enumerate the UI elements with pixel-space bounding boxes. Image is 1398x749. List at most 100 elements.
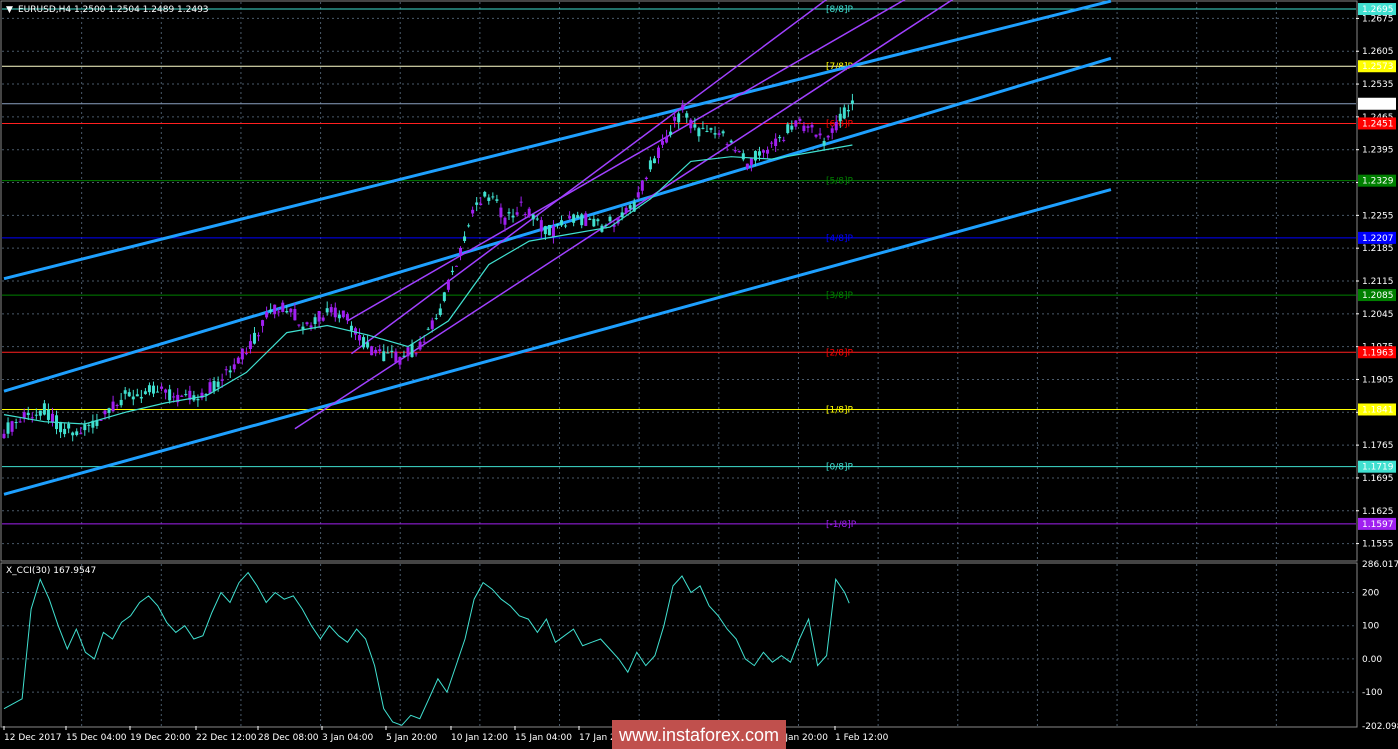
candle-body xyxy=(38,410,42,416)
candle-body xyxy=(71,432,75,436)
candle-body xyxy=(745,163,749,169)
candle-body xyxy=(616,217,620,224)
candle-body xyxy=(523,214,527,216)
candle-body xyxy=(753,151,757,161)
candle-body xyxy=(50,413,54,423)
candle-body xyxy=(228,370,232,373)
price-axis: 1.26751.26051.25351.24651.23951.23251.22… xyxy=(1356,3,1396,550)
candle-body xyxy=(677,113,681,123)
candle-body xyxy=(471,209,475,214)
candle-body xyxy=(442,292,446,301)
candle-body xyxy=(790,125,794,130)
candle-body xyxy=(438,308,442,315)
candle-body xyxy=(59,421,63,433)
time-tick-label: 10 Jan 12:00 xyxy=(451,733,508,743)
price-tick-label: 1.2255 xyxy=(1362,211,1394,221)
time-tick-label: 15 Dec 04:00 xyxy=(66,733,127,743)
candle-body xyxy=(507,212,511,214)
time-tick-label: 5 Jan 20:00 xyxy=(386,733,438,743)
candle-body xyxy=(846,109,850,112)
price-level-badge xyxy=(1358,3,1396,16)
candle-body xyxy=(115,405,119,407)
cci-axis: 286.0177 200 100 0.00 -100 -202.098 xyxy=(1362,560,1398,732)
cci-tick-label: -202.098 xyxy=(1362,722,1398,732)
candle-body xyxy=(30,417,34,419)
candle-body xyxy=(454,265,458,267)
candle-body xyxy=(604,224,608,226)
candle-body xyxy=(208,382,212,394)
time-tick-label: 17 Jan 20:00 xyxy=(579,733,636,743)
candle-body xyxy=(426,328,430,330)
candle-body xyxy=(794,120,798,127)
candle-body xyxy=(265,312,269,318)
candle-body xyxy=(151,385,155,394)
candle-body xyxy=(301,326,305,330)
candle-body xyxy=(822,140,826,146)
candle-body xyxy=(551,226,555,237)
candle-body xyxy=(103,410,107,415)
cci-caption: X_CCI(30) 167.9547 xyxy=(6,566,96,576)
candle-body xyxy=(693,124,697,128)
candle-body xyxy=(269,309,273,312)
price-level-badge xyxy=(1358,231,1396,244)
price-tick-label: 1.2535 xyxy=(1362,80,1394,90)
candles xyxy=(2,93,854,442)
price-tick-label: 1.2185 xyxy=(1362,244,1394,254)
candle-body xyxy=(648,160,652,170)
level-label: [5/8]P xyxy=(826,177,854,187)
candle-body xyxy=(782,139,786,141)
price-tick-label: 1.1695 xyxy=(1362,474,1394,484)
candle-body xyxy=(628,205,632,209)
candle-body xyxy=(42,403,46,415)
candle-body xyxy=(398,356,402,365)
candle-body xyxy=(119,399,123,406)
candle-body xyxy=(531,214,535,220)
candle-body xyxy=(560,220,564,226)
ma-line xyxy=(3,144,853,425)
price-tick-label: 1.2675 xyxy=(1362,14,1394,24)
price-level-badge-text: 1.2207 xyxy=(1362,234,1394,244)
candle-body xyxy=(572,214,576,223)
candle-body xyxy=(705,130,709,132)
candle-body xyxy=(240,348,244,360)
candle-body xyxy=(366,342,370,348)
candle-body xyxy=(834,121,838,131)
candle-body xyxy=(499,207,503,218)
candle-body xyxy=(232,364,236,370)
candle-body xyxy=(362,337,366,348)
candle-body xyxy=(547,224,551,236)
time-tick-label: 3 Jan 04:00 xyxy=(322,733,374,743)
candle-body xyxy=(46,409,50,420)
candle-body xyxy=(467,225,471,227)
candle-body xyxy=(244,353,248,355)
candle-body xyxy=(176,394,180,403)
cci-tick-label: -100 xyxy=(1362,688,1383,698)
candle-body xyxy=(741,153,745,160)
candle-body xyxy=(87,424,91,426)
price-level-badge xyxy=(1358,403,1396,416)
candle-body xyxy=(353,328,357,335)
candle-body xyxy=(620,212,624,218)
candle-body xyxy=(131,396,135,400)
candle-body xyxy=(18,421,22,423)
candle-body xyxy=(285,310,289,313)
candle-body xyxy=(281,302,285,313)
level-label: [8/8]P xyxy=(826,5,854,15)
candle-body xyxy=(475,202,479,205)
candle-body xyxy=(838,113,842,122)
candle-body xyxy=(220,379,224,381)
candle-body xyxy=(305,322,309,325)
candle-body xyxy=(164,389,168,393)
candle-body xyxy=(107,408,111,413)
candle-body xyxy=(624,207,628,213)
candle-body xyxy=(63,428,67,435)
dropdown-arrow-icon[interactable]: ▼ xyxy=(6,5,13,15)
candle-body xyxy=(568,216,572,219)
price-level-badge-text: 1.1963 xyxy=(1362,348,1394,358)
candle-body xyxy=(406,347,410,357)
candle-body xyxy=(402,355,406,357)
candle-body xyxy=(673,116,677,121)
candle-body xyxy=(297,324,301,326)
candle-body xyxy=(652,158,656,164)
